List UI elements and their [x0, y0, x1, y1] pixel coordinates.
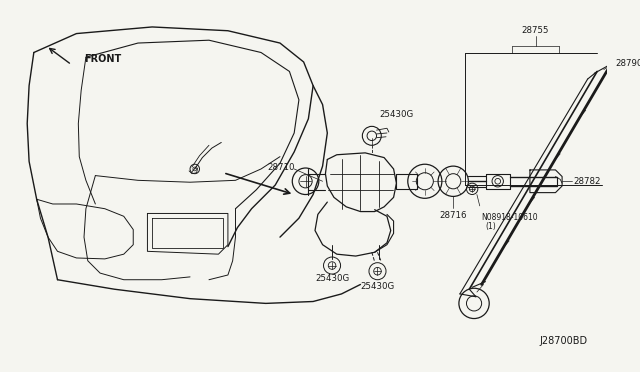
Text: 28782: 28782 — [573, 177, 601, 186]
Text: N08918-10610: N08918-10610 — [482, 213, 538, 222]
Text: (1): (1) — [485, 222, 496, 231]
Text: 28790: 28790 — [615, 60, 640, 68]
Text: 28716: 28716 — [440, 211, 467, 220]
Text: FRONT: FRONT — [84, 54, 121, 64]
Text: 28710: 28710 — [268, 163, 295, 171]
Text: 25430G: 25430G — [380, 110, 413, 119]
Text: 28755: 28755 — [522, 26, 549, 35]
Text: 25430G: 25430G — [360, 282, 395, 291]
Text: 25430G: 25430G — [315, 274, 349, 283]
Text: J28700BD: J28700BD — [540, 336, 588, 346]
